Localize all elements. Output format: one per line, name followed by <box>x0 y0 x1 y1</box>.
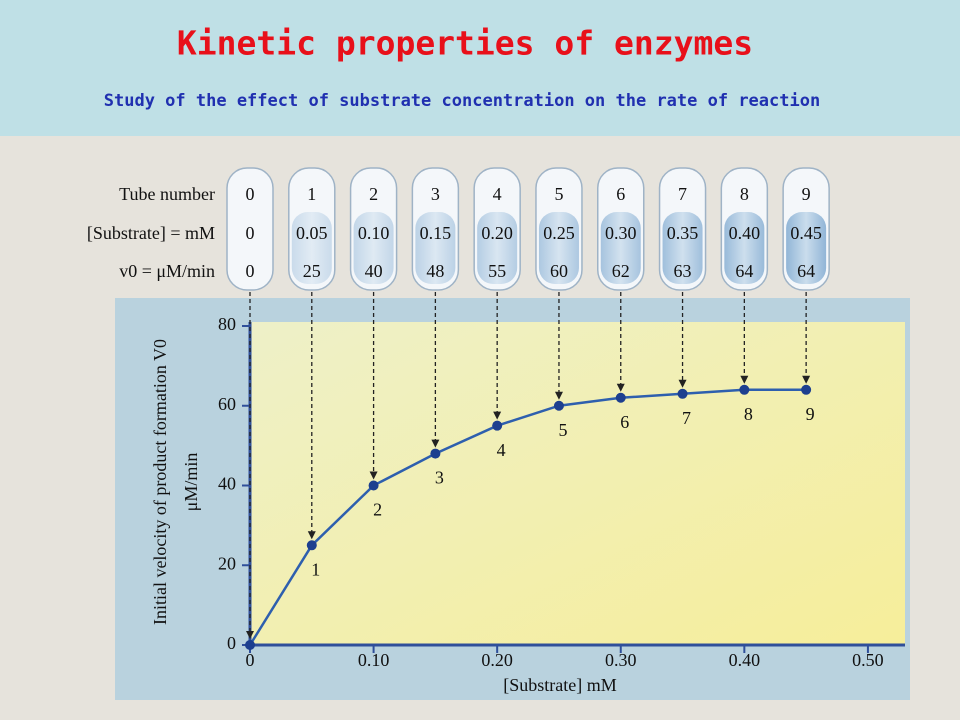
point-label: 8 <box>744 404 753 424</box>
row-label: Tube number <box>119 184 215 204</box>
arrow-head <box>554 391 563 400</box>
table-cell: 0 <box>246 261 255 281</box>
point <box>801 384 812 395</box>
y-tick-label: 80 <box>218 314 236 334</box>
table-cell: 4 <box>493 184 502 204</box>
table-cell: 8 <box>740 184 749 204</box>
tube-liquid <box>786 212 827 284</box>
y-axis-label: Initial velocity of product formation V0 <box>150 339 170 625</box>
x-tick-label: 0 <box>246 650 255 670</box>
point <box>245 640 255 650</box>
x-tick-label: 0.10 <box>358 650 390 670</box>
point <box>615 392 626 403</box>
arrow-head <box>246 631 254 639</box>
table-cell: 0 <box>246 223 255 243</box>
point-label: 9 <box>806 404 815 424</box>
line <box>248 388 807 646</box>
table-cell: 2 <box>369 184 378 204</box>
row-label: [Substrate] = mM <box>87 223 215 243</box>
tube-liquid <box>538 212 579 284</box>
y-tick-label: 20 <box>218 553 236 573</box>
point-label: 1 <box>311 559 320 579</box>
arrow-head <box>802 375 811 384</box>
table-cell: 25 <box>303 261 321 281</box>
y-tick-label: 0 <box>227 633 236 653</box>
point-label: 3 <box>435 468 444 488</box>
table-cell: 0.45 <box>790 223 822 243</box>
table-cell: 40 <box>365 261 383 281</box>
table-cell: 6 <box>616 184 625 204</box>
table-cell: 0.20 <box>481 223 513 243</box>
tube-liquid <box>724 212 765 284</box>
arrow-head <box>740 375 749 384</box>
arrow-head <box>678 379 687 388</box>
table-cell: 0.40 <box>729 223 761 243</box>
point-label: 5 <box>558 420 567 440</box>
point-label: 6 <box>620 412 629 432</box>
subtitle: Study of the effect of substrate concent… <box>104 91 820 111</box>
tube-liquid <box>353 212 394 284</box>
tube <box>226 167 274 291</box>
row-label: v0 = μM/min <box>119 261 215 281</box>
point <box>553 400 564 411</box>
table-cell: 7 <box>678 184 687 204</box>
table-cell: 0.25 <box>543 223 575 243</box>
point <box>677 388 688 399</box>
table-cell: 0.35 <box>667 223 699 243</box>
arrow-head <box>369 471 378 480</box>
arrow-head <box>431 439 440 448</box>
table-cell: 64 <box>797 261 815 281</box>
point-label: 4 <box>497 440 506 460</box>
table-cell: 62 <box>612 261 630 281</box>
table-cell: 0.10 <box>358 223 390 243</box>
plot-area <box>250 322 905 645</box>
x-tick-label: 0.40 <box>729 650 761 670</box>
point-label: 7 <box>682 408 691 428</box>
x-tick-label: 0.20 <box>481 650 513 670</box>
table-cell: 0.05 <box>296 223 328 243</box>
table-cell: 1 <box>307 184 316 204</box>
table-cell: 0 <box>246 184 255 204</box>
y-axis-unit: μM/min <box>181 453 201 512</box>
tube-liquid <box>291 212 332 284</box>
arrow-head <box>493 411 502 420</box>
tube-liquid <box>600 212 641 284</box>
table-cell: 3 <box>431 184 440 204</box>
point <box>492 420 503 431</box>
x-tick-label: 0.30 <box>605 650 637 670</box>
x-axis-label: [Substrate] mM <box>503 675 616 695</box>
tube-liquid <box>662 212 703 284</box>
table-cell: 48 <box>426 261 444 281</box>
tube-liquid <box>477 212 518 284</box>
arrow-head <box>616 383 625 392</box>
y-tick-label: 60 <box>218 394 236 414</box>
point <box>306 540 317 551</box>
table-cell: 64 <box>735 261 753 281</box>
arrow-head <box>307 531 316 540</box>
table-cell: 55 <box>488 261 506 281</box>
table-cell: 63 <box>674 261 692 281</box>
header-banner <box>0 0 960 136</box>
point <box>368 480 379 491</box>
title: Kinetic properties of enzymes <box>177 24 753 63</box>
table-cell: 60 <box>550 261 568 281</box>
point-label: 2 <box>373 500 382 520</box>
table-cell: 0.30 <box>605 223 637 243</box>
x-tick-label: 0.50 <box>852 650 884 670</box>
table-cell: 9 <box>802 184 811 204</box>
table-cell: 0.15 <box>420 223 452 243</box>
tube-liquid <box>415 212 456 284</box>
table-cell: 5 <box>554 184 563 204</box>
point <box>739 384 750 395</box>
y-tick-label: 40 <box>218 474 236 494</box>
point <box>430 448 441 459</box>
